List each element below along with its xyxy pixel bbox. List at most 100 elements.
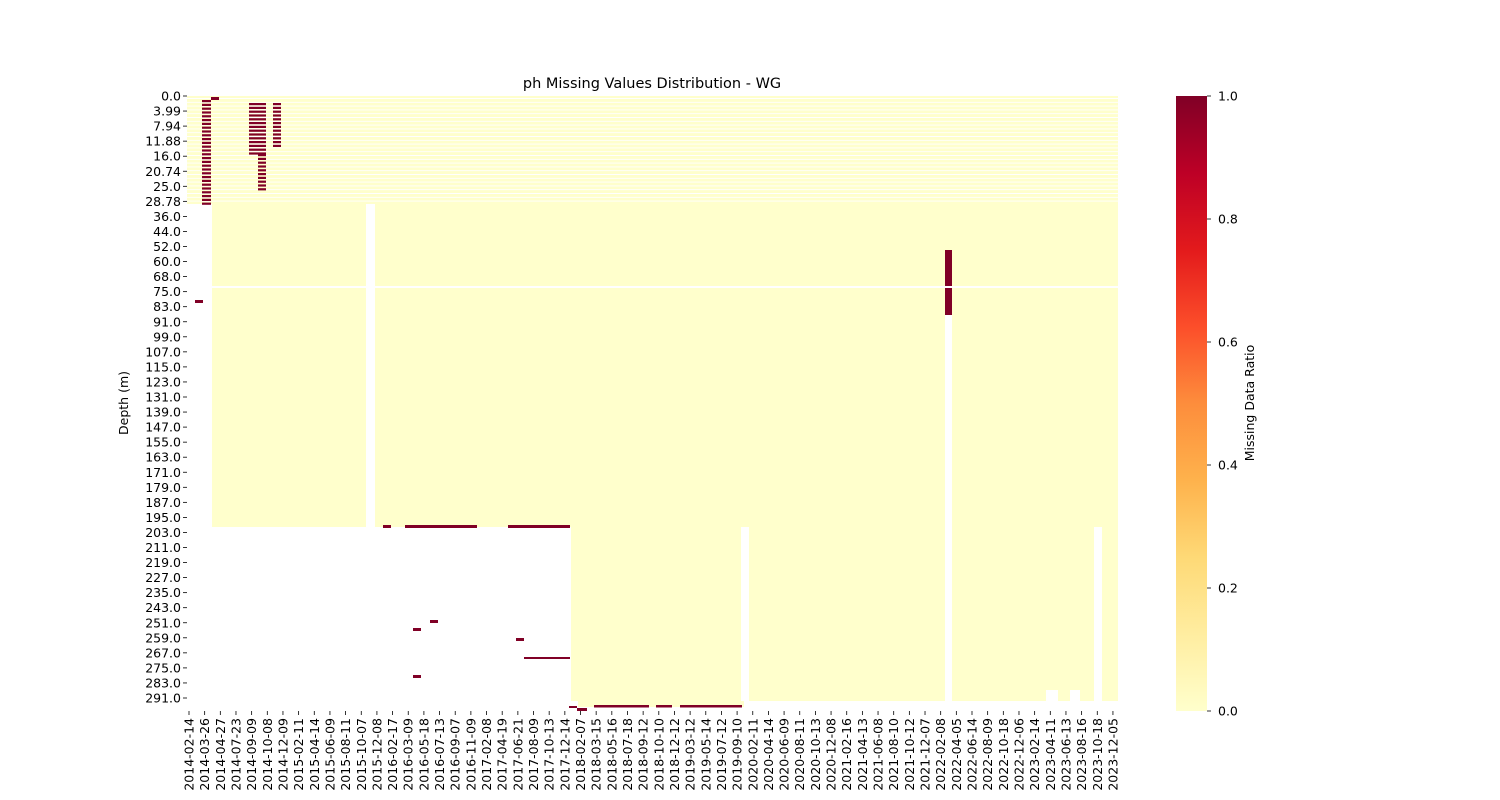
x-tick-label: 2016-02-17 <box>385 718 400 791</box>
missing-cell <box>195 300 203 303</box>
x-tick-label: 2018-10-10 <box>651 718 666 791</box>
y-tick-label: 20.74 <box>145 164 181 179</box>
y-tick-label: 123.0 <box>145 374 181 389</box>
y-tick-label: 267.0 <box>145 645 181 660</box>
y-tick-label: 251.0 <box>145 615 181 630</box>
y-tick-label: 52.0 <box>153 239 181 254</box>
heatmap-missing-cells <box>195 97 952 711</box>
missing-cell <box>249 152 266 155</box>
colorbar-gradient <box>1176 96 1207 711</box>
x-tick-label: 2017-02-08 <box>479 718 494 791</box>
missing-cell <box>273 125 281 128</box>
missing-cell <box>249 137 266 140</box>
missing-cell <box>249 125 266 128</box>
x-axis: 2014-02-14 2014-03-26 2014-04-27 2014-07-23… <box>182 711 1120 791</box>
missing-cell <box>202 164 211 167</box>
x-tick-label: 2022-10-18 <box>996 718 1011 791</box>
missing-cell <box>430 620 438 623</box>
missing-cell <box>202 122 211 125</box>
missing-cell <box>202 145 211 148</box>
x-tick-label: 2014-10-08 <box>260 718 275 791</box>
heatmap-cells-upper <box>187 96 1118 204</box>
y-tick-label: 107.0 <box>145 344 181 359</box>
missing-cell <box>202 195 211 198</box>
x-tick-label: 2016-11-09 <box>463 718 478 791</box>
x-tick-label: 2016-07-13 <box>432 718 447 791</box>
missing-gap <box>187 286 1118 288</box>
missing-cell <box>413 675 421 678</box>
colorbar-ticks: 0.0 0.2 0.4 0.6 0.8 1.0 <box>1207 89 1238 719</box>
x-tick-label: 2022-04-05 <box>949 718 964 791</box>
missing-cell <box>258 165 266 168</box>
colorbar-label: Missing Data Ratio <box>1242 345 1257 462</box>
x-tick-label: 2023-10-18 <box>1090 718 1105 791</box>
y-tick-label: 60.0 <box>153 254 181 269</box>
x-tick-label: 2015-10-07 <box>354 718 369 791</box>
x-tick-label: 2017-06-21 <box>510 718 525 791</box>
x-tick-label: 2018-02-07 <box>573 718 588 791</box>
x-tick-label: 2017-04-19 <box>495 718 510 791</box>
x-tick-label: 2022-08-09 <box>980 718 995 791</box>
missing-cell <box>273 133 281 136</box>
y-tick-label: 155.0 <box>145 435 181 450</box>
missing-cell <box>258 154 266 157</box>
x-tick-label: 2023-06-13 <box>1058 718 1073 791</box>
missing-cell <box>258 161 266 164</box>
y-axis: 0.03.997.9411.8816.020.7425.028.7836.044… <box>145 89 187 706</box>
missing-cell <box>569 706 577 708</box>
y-tick-label: 147.0 <box>145 420 181 435</box>
y-tick-label: 163.0 <box>145 450 181 465</box>
missing-cell <box>202 149 211 152</box>
y-tick-label: 187.0 <box>145 495 181 510</box>
y-tick-label: 11.88 <box>145 134 181 149</box>
y-tick-label: 195.0 <box>145 510 181 525</box>
y-axis-label: Depth (m) <box>116 371 131 435</box>
missing-cell <box>249 114 266 117</box>
y-tick-label: 227.0 <box>145 570 181 585</box>
x-tick-label: 2019-03-12 <box>683 718 698 791</box>
missing-cell <box>273 137 281 140</box>
y-tick-label: 25.0 <box>153 179 181 194</box>
missing-cell <box>258 188 266 191</box>
x-tick-label: 2018-05-16 <box>604 718 619 791</box>
missing-cell <box>249 122 266 125</box>
y-tick-label: 283.0 <box>145 675 181 690</box>
missing-cell <box>249 118 266 121</box>
missing-gap <box>741 527 749 701</box>
colorbar-tick-label: 0.8 <box>1218 212 1238 227</box>
missing-cell <box>594 705 649 708</box>
missing-cell <box>273 141 281 144</box>
x-tick-label: 2018-09-12 <box>636 718 651 791</box>
missing-cell <box>258 184 266 187</box>
x-tick-label: 2021-04-13 <box>855 718 870 791</box>
x-tick-label: 2016-05-18 <box>416 718 431 791</box>
heatmap-cells-deep-tail <box>578 645 744 707</box>
missing-cell <box>202 172 211 175</box>
missing-cell <box>273 118 281 121</box>
y-tick-label: 44.0 <box>153 224 181 239</box>
colorbar-tick-label: 0.6 <box>1218 335 1238 350</box>
x-tick-label: 2021-08-10 <box>886 718 901 791</box>
y-tick-label: 243.0 <box>145 600 181 615</box>
missing-cell <box>202 134 211 137</box>
missing-cell <box>202 157 211 160</box>
x-tick-label: 2015-04-14 <box>307 718 322 791</box>
y-tick-label: 75.0 <box>153 284 181 299</box>
y-tick-label: 91.0 <box>153 314 181 329</box>
missing-cell <box>202 100 211 103</box>
x-tick-label: 2014-04-27 <box>213 718 228 791</box>
missing-cell <box>249 141 266 144</box>
missing-cell <box>577 708 587 711</box>
missing-cell <box>258 169 266 172</box>
y-tick-label: 139.0 <box>145 405 181 420</box>
missing-cell <box>405 525 477 528</box>
missing-cell <box>202 119 211 122</box>
missing-cell <box>249 144 266 147</box>
y-tick-label: 99.0 <box>153 329 181 344</box>
x-tick-label: 2015-02-11 <box>291 718 306 791</box>
missing-cell <box>202 141 211 144</box>
y-tick-label: 235.0 <box>145 585 181 600</box>
missing-cell <box>383 525 391 528</box>
x-tick-label: 2020-06-09 <box>777 718 792 791</box>
y-tick-label: 28.78 <box>145 194 181 209</box>
